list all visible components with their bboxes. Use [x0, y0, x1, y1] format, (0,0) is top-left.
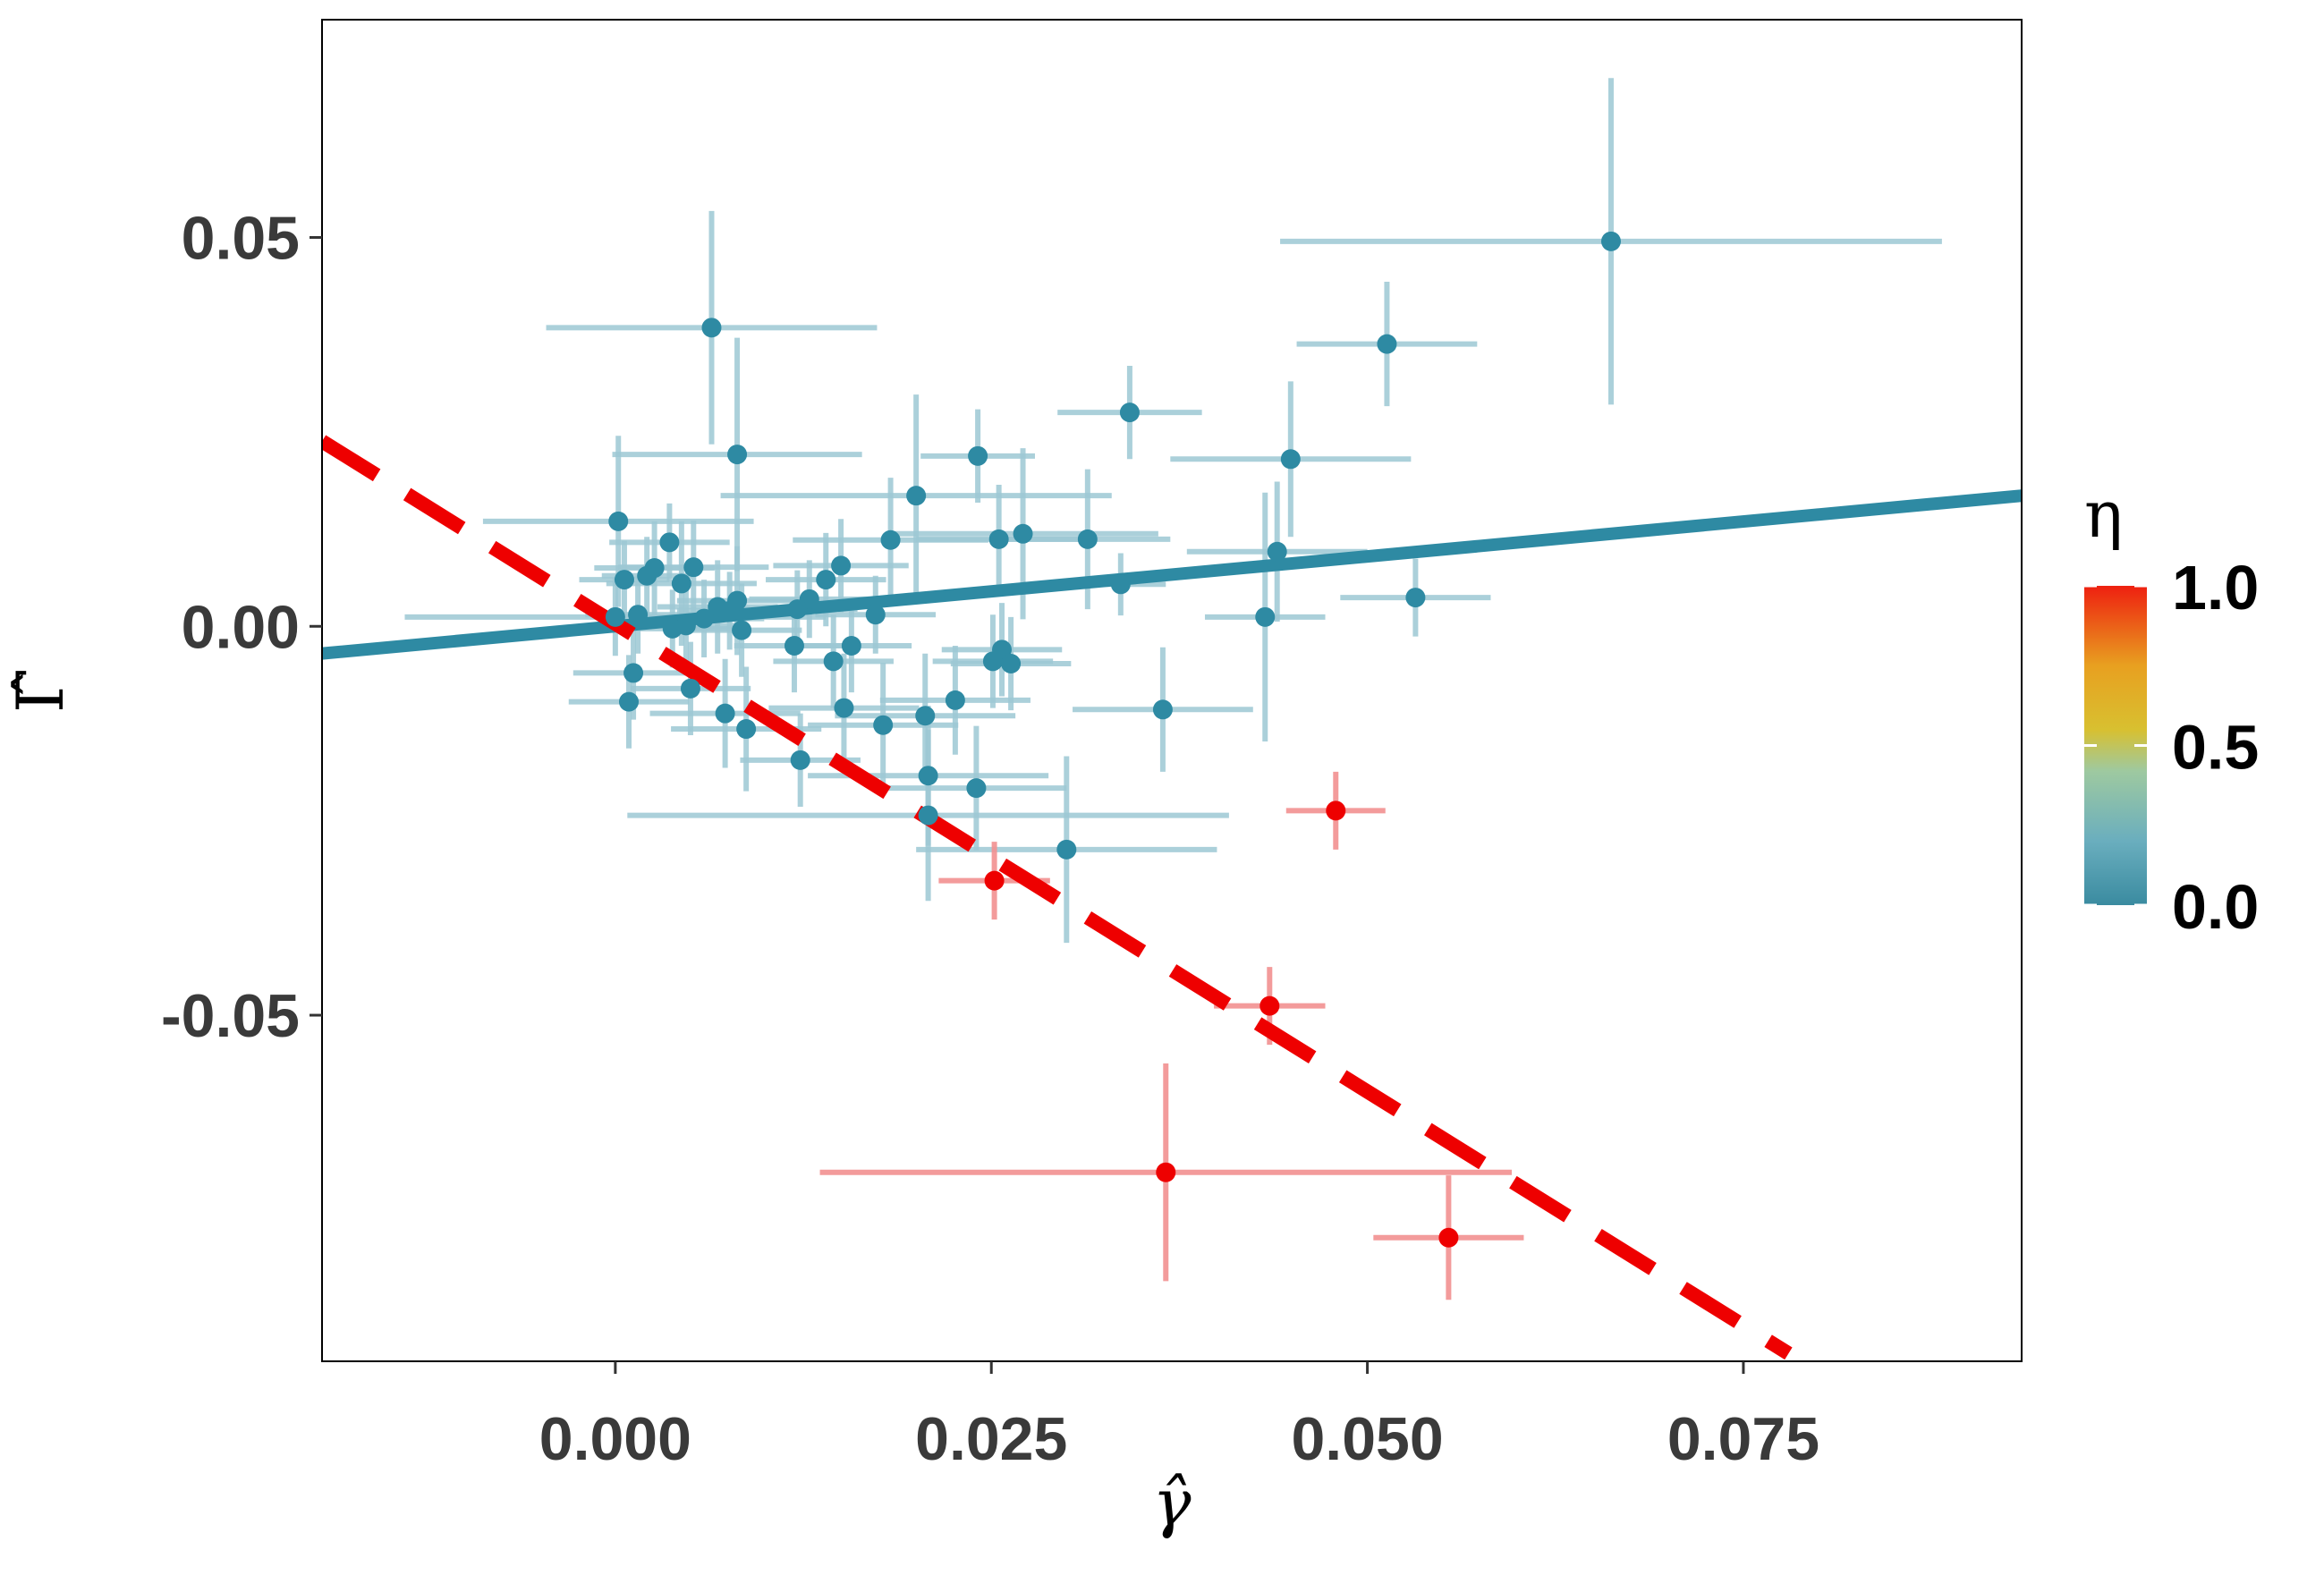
- data-point-36: [732, 620, 752, 640]
- y-axis-title: Γ̂: [3, 668, 78, 713]
- data-point-2: [701, 318, 722, 338]
- data-point-40: [823, 651, 844, 672]
- data-point-53: [790, 750, 810, 770]
- data-point-18: [637, 565, 657, 586]
- data-point-29: [865, 605, 886, 625]
- legend-ticks: 1.0 0.5 0.0: [2084, 553, 2259, 942]
- data-point-49: [715, 703, 735, 724]
- x-tick-label-1: 0.025: [915, 1405, 1067, 1473]
- data-point-54: [918, 766, 938, 786]
- data-point-20: [816, 570, 836, 590]
- legend: η 1.0 0.5 0.0: [2084, 477, 2259, 942]
- x-tick-label-0: 0.000: [539, 1405, 691, 1473]
- y-tick-label-2: -0.05: [161, 982, 300, 1050]
- data-point-27: [787, 599, 808, 620]
- data-point-23: [1405, 588, 1426, 608]
- data-point-7: [906, 486, 927, 506]
- x-axis-title: γ̂: [1152, 1465, 1192, 1540]
- data-point-60: [1260, 995, 1280, 1016]
- data-point-48: [1152, 699, 1173, 720]
- data-points: [605, 231, 1621, 1248]
- fit-lines: [322, 435, 2022, 1360]
- data-point-55: [966, 778, 987, 799]
- fit-dashed-line: [322, 435, 1793, 1360]
- x-axis: 0.000 0.025 0.050 0.075: [539, 1361, 1819, 1473]
- data-point-52: [736, 719, 757, 740]
- data-point-5: [968, 445, 988, 466]
- data-point-62: [1438, 1227, 1459, 1248]
- legend-tick-label-1: 0.5: [2172, 713, 2259, 783]
- data-point-42: [1001, 654, 1022, 673]
- legend-tick-label-2: 0.0: [2172, 872, 2259, 942]
- fit-solid-line: [322, 489, 2022, 660]
- data-point-31: [605, 606, 625, 627]
- data-point-61: [1156, 1162, 1176, 1182]
- data-point-4: [727, 445, 748, 465]
- data-point-45: [619, 691, 640, 712]
- data-point-11: [988, 529, 1009, 549]
- data-point-41: [982, 651, 1003, 672]
- data-point-10: [880, 529, 901, 550]
- data-point-8: [608, 511, 629, 531]
- data-point-59: [1326, 800, 1346, 821]
- data-point-30: [628, 605, 649, 625]
- data-point-14: [1267, 541, 1287, 562]
- legend-tick-label-0: 1.0: [2172, 553, 2259, 623]
- plot-border: [321, 19, 2023, 1362]
- plot-area: [321, 19, 2023, 1362]
- y-axis: 0.05 0.00 -0.05: [161, 204, 322, 1050]
- x-tick-label-3: 0.075: [1667, 1405, 1819, 1473]
- data-point-9: [1013, 523, 1033, 544]
- data-point-58: [984, 870, 1005, 891]
- data-point-0: [1600, 231, 1621, 251]
- data-point-19: [614, 570, 634, 590]
- data-point-28: [719, 600, 740, 621]
- data-point-47: [834, 698, 854, 718]
- data-point-44: [680, 678, 700, 699]
- y-tick-label-0: 0.05: [182, 204, 300, 272]
- y-tick-label-1: 0.00: [182, 593, 300, 661]
- data-point-13: [659, 532, 680, 553]
- data-point-38: [841, 636, 861, 656]
- data-point-35: [662, 618, 683, 639]
- data-point-3: [1119, 402, 1140, 423]
- x-tick-label-2: 0.050: [1291, 1405, 1443, 1473]
- legend-title: η: [2084, 477, 2123, 552]
- data-point-17: [831, 555, 852, 576]
- data-point-33: [1255, 606, 1276, 627]
- data-point-1: [1377, 334, 1397, 354]
- data-point-12: [1077, 529, 1098, 549]
- data-point-15: [683, 557, 704, 578]
- data-point-6: [1280, 449, 1301, 470]
- data-point-46: [945, 690, 965, 710]
- data-point-50: [915, 706, 936, 726]
- data-point-43: [623, 663, 644, 683]
- data-point-57: [1056, 839, 1077, 860]
- data-point-21: [671, 573, 691, 594]
- data-point-51: [873, 715, 894, 735]
- data-point-22: [1110, 574, 1131, 595]
- data-point-56: [918, 805, 938, 826]
- data-point-32: [694, 608, 715, 629]
- data-point-37: [784, 636, 804, 656]
